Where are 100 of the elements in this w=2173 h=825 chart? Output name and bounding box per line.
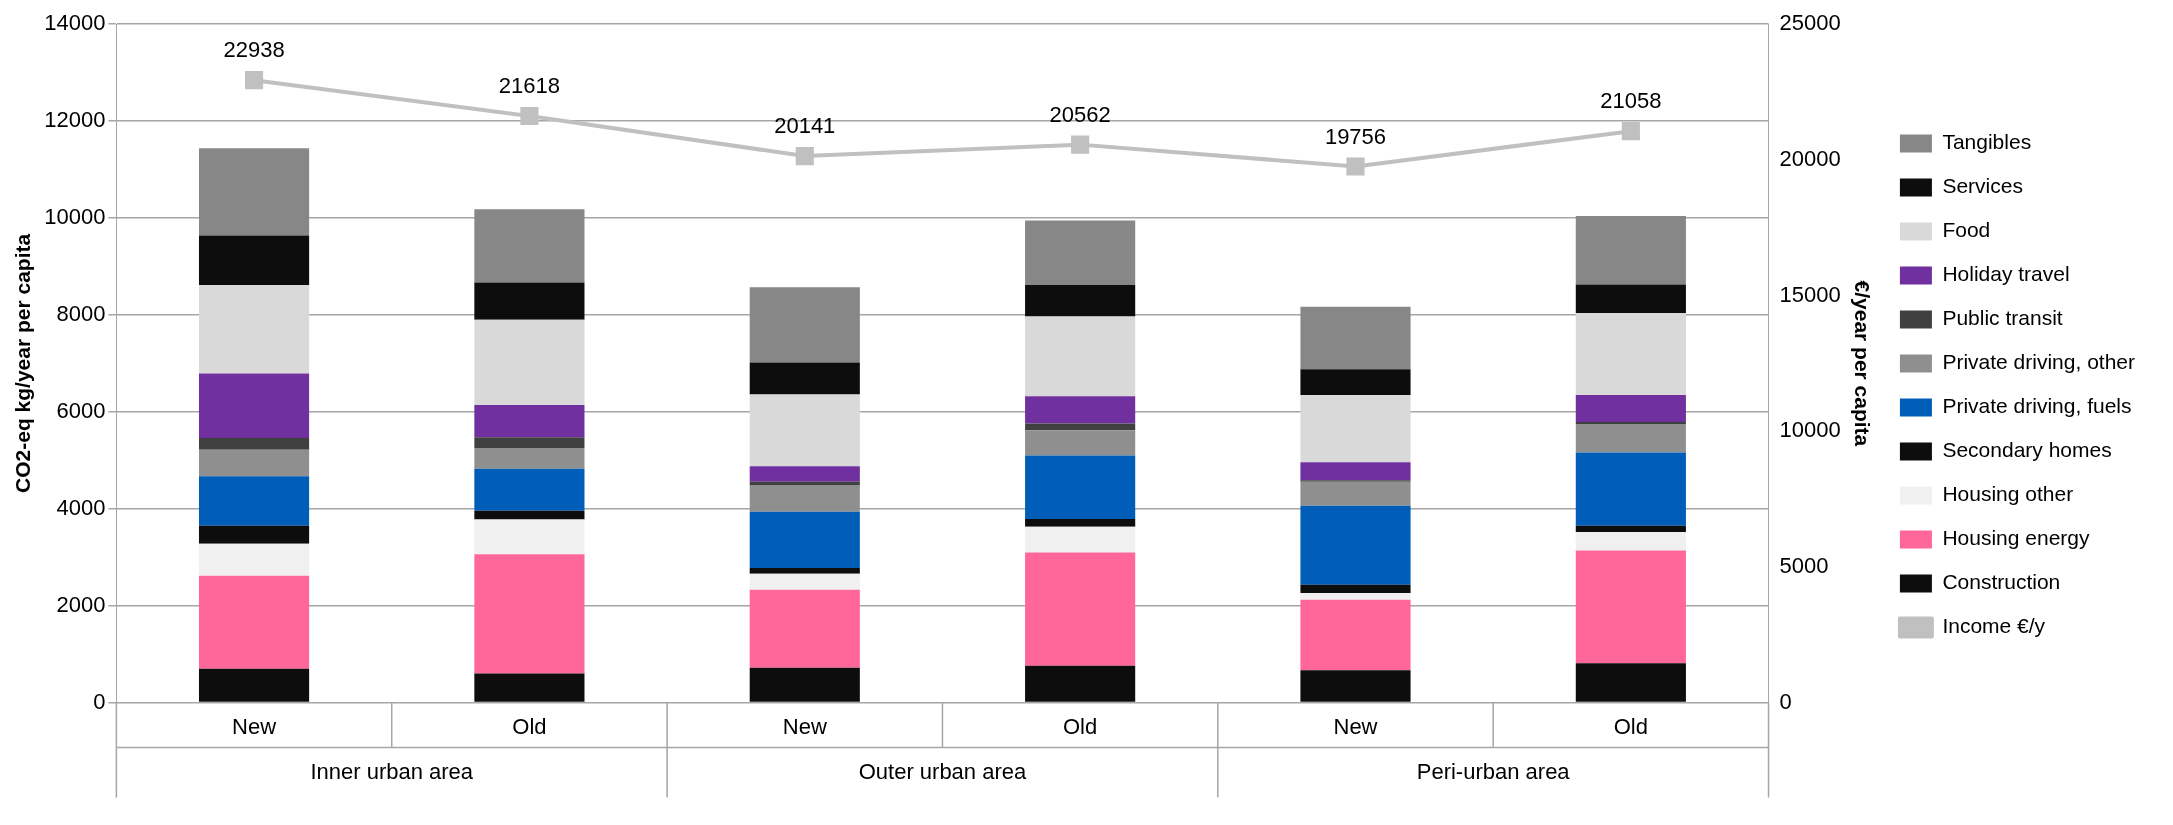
point [795,146,814,166]
bar [749,287,860,363]
legend-label: Income €/y [1942,614,2046,638]
data-label: 20562 [1049,101,1111,127]
x-tick-label: Old [1613,713,1648,739]
legend-label: Housing other [1942,482,2074,506]
legend-label: Holiday travel [1942,262,2070,286]
y-axis-title: CO2-eq kg/year per capita [11,233,35,493]
y2-tick-label: 10000 [1779,417,1841,443]
bar [198,438,310,450]
bar [1300,670,1411,702]
bar [1575,423,1686,453]
y2-tick-label: 0 [1779,688,1792,714]
bar [198,373,310,439]
bar [1025,430,1136,456]
bar [749,573,860,590]
bar [1300,584,1411,594]
point [244,71,264,90]
text: Outer urban area [858,758,1027,784]
y-tick-label: 6000 [56,397,106,423]
data-label: 21618 [498,73,561,99]
y-tick-label: 8000 [56,301,106,327]
point [1346,157,1365,176]
bar [749,589,860,668]
bar [1025,518,1136,527]
data-label: 20141 [774,113,836,139]
legend-label: Food [1942,218,1991,242]
bar [1025,316,1136,397]
bar [474,319,585,406]
legend-label: Tangibles [1942,130,2032,154]
bar [198,148,310,236]
legend-label: Private driving, other [1942,350,2136,374]
bar [1025,665,1136,702]
bar [1575,313,1686,395]
y2-tick-label: 25000 [1779,10,1841,36]
bar [1575,663,1686,702]
y-tick-label: 12000 [44,107,106,133]
bar [198,668,310,702]
bar [198,235,310,285]
data-label: 22938 [223,37,285,63]
bar [749,511,860,568]
bar [1300,394,1411,463]
bar [474,519,585,555]
bar [198,284,310,374]
bar [1575,284,1686,314]
bar [749,667,860,702]
y2-tick-label: 20000 [1779,145,1841,171]
bar [198,476,310,526]
x-tick-label: New [232,713,277,739]
legend-label: Public transit [1942,306,2063,330]
text: Inner urban area [310,758,474,784]
legend-label: Housing energy [1942,526,2090,550]
bar [1025,284,1136,317]
bar [749,485,860,512]
y-tick-label: 14000 [44,10,106,36]
legend-label: Private driving, fuels [1942,394,2132,418]
bar [474,282,585,320]
bar [1025,552,1136,666]
legend-label: Construction [1942,570,2061,594]
bar [1575,550,1686,664]
x-tick-label: Old [512,713,547,739]
y-tick-label: 0 [93,688,106,714]
bar [1300,593,1411,600]
point [520,106,539,126]
data-label: 19756 [1324,123,1387,149]
bar [749,394,860,467]
bar [198,543,310,576]
data-label: 21058 [1600,88,1662,114]
y2-tick-label: 15000 [1779,281,1841,307]
legend-label: Services [1942,174,2023,198]
bar [474,468,585,511]
x-tick-label: Old [1063,713,1098,739]
bar [1300,306,1411,370]
y-tick-label: 4000 [56,494,106,520]
bar [198,575,310,669]
bar [1025,455,1136,519]
y-tick-label: 10000 [44,204,106,230]
x-tick-label: New [782,713,827,739]
bar [474,209,585,283]
bar [749,362,860,395]
point [1621,122,1640,141]
bar [474,405,585,438]
bar [1575,525,1686,533]
bar [1575,394,1686,423]
bar [1575,532,1686,551]
bar [1025,396,1136,424]
bar [474,510,585,520]
bar [1300,462,1411,481]
bar [474,447,585,469]
bar [198,449,310,477]
bar [1575,452,1686,526]
y2-tick-label: 5000 [1779,552,1829,578]
bar [1025,220,1136,285]
bar [474,673,585,702]
x-tick-label: New [1333,713,1378,739]
bar [198,525,310,544]
point [1071,135,1090,154]
bar [1575,216,1686,285]
bar [474,554,585,674]
bar [749,466,860,482]
